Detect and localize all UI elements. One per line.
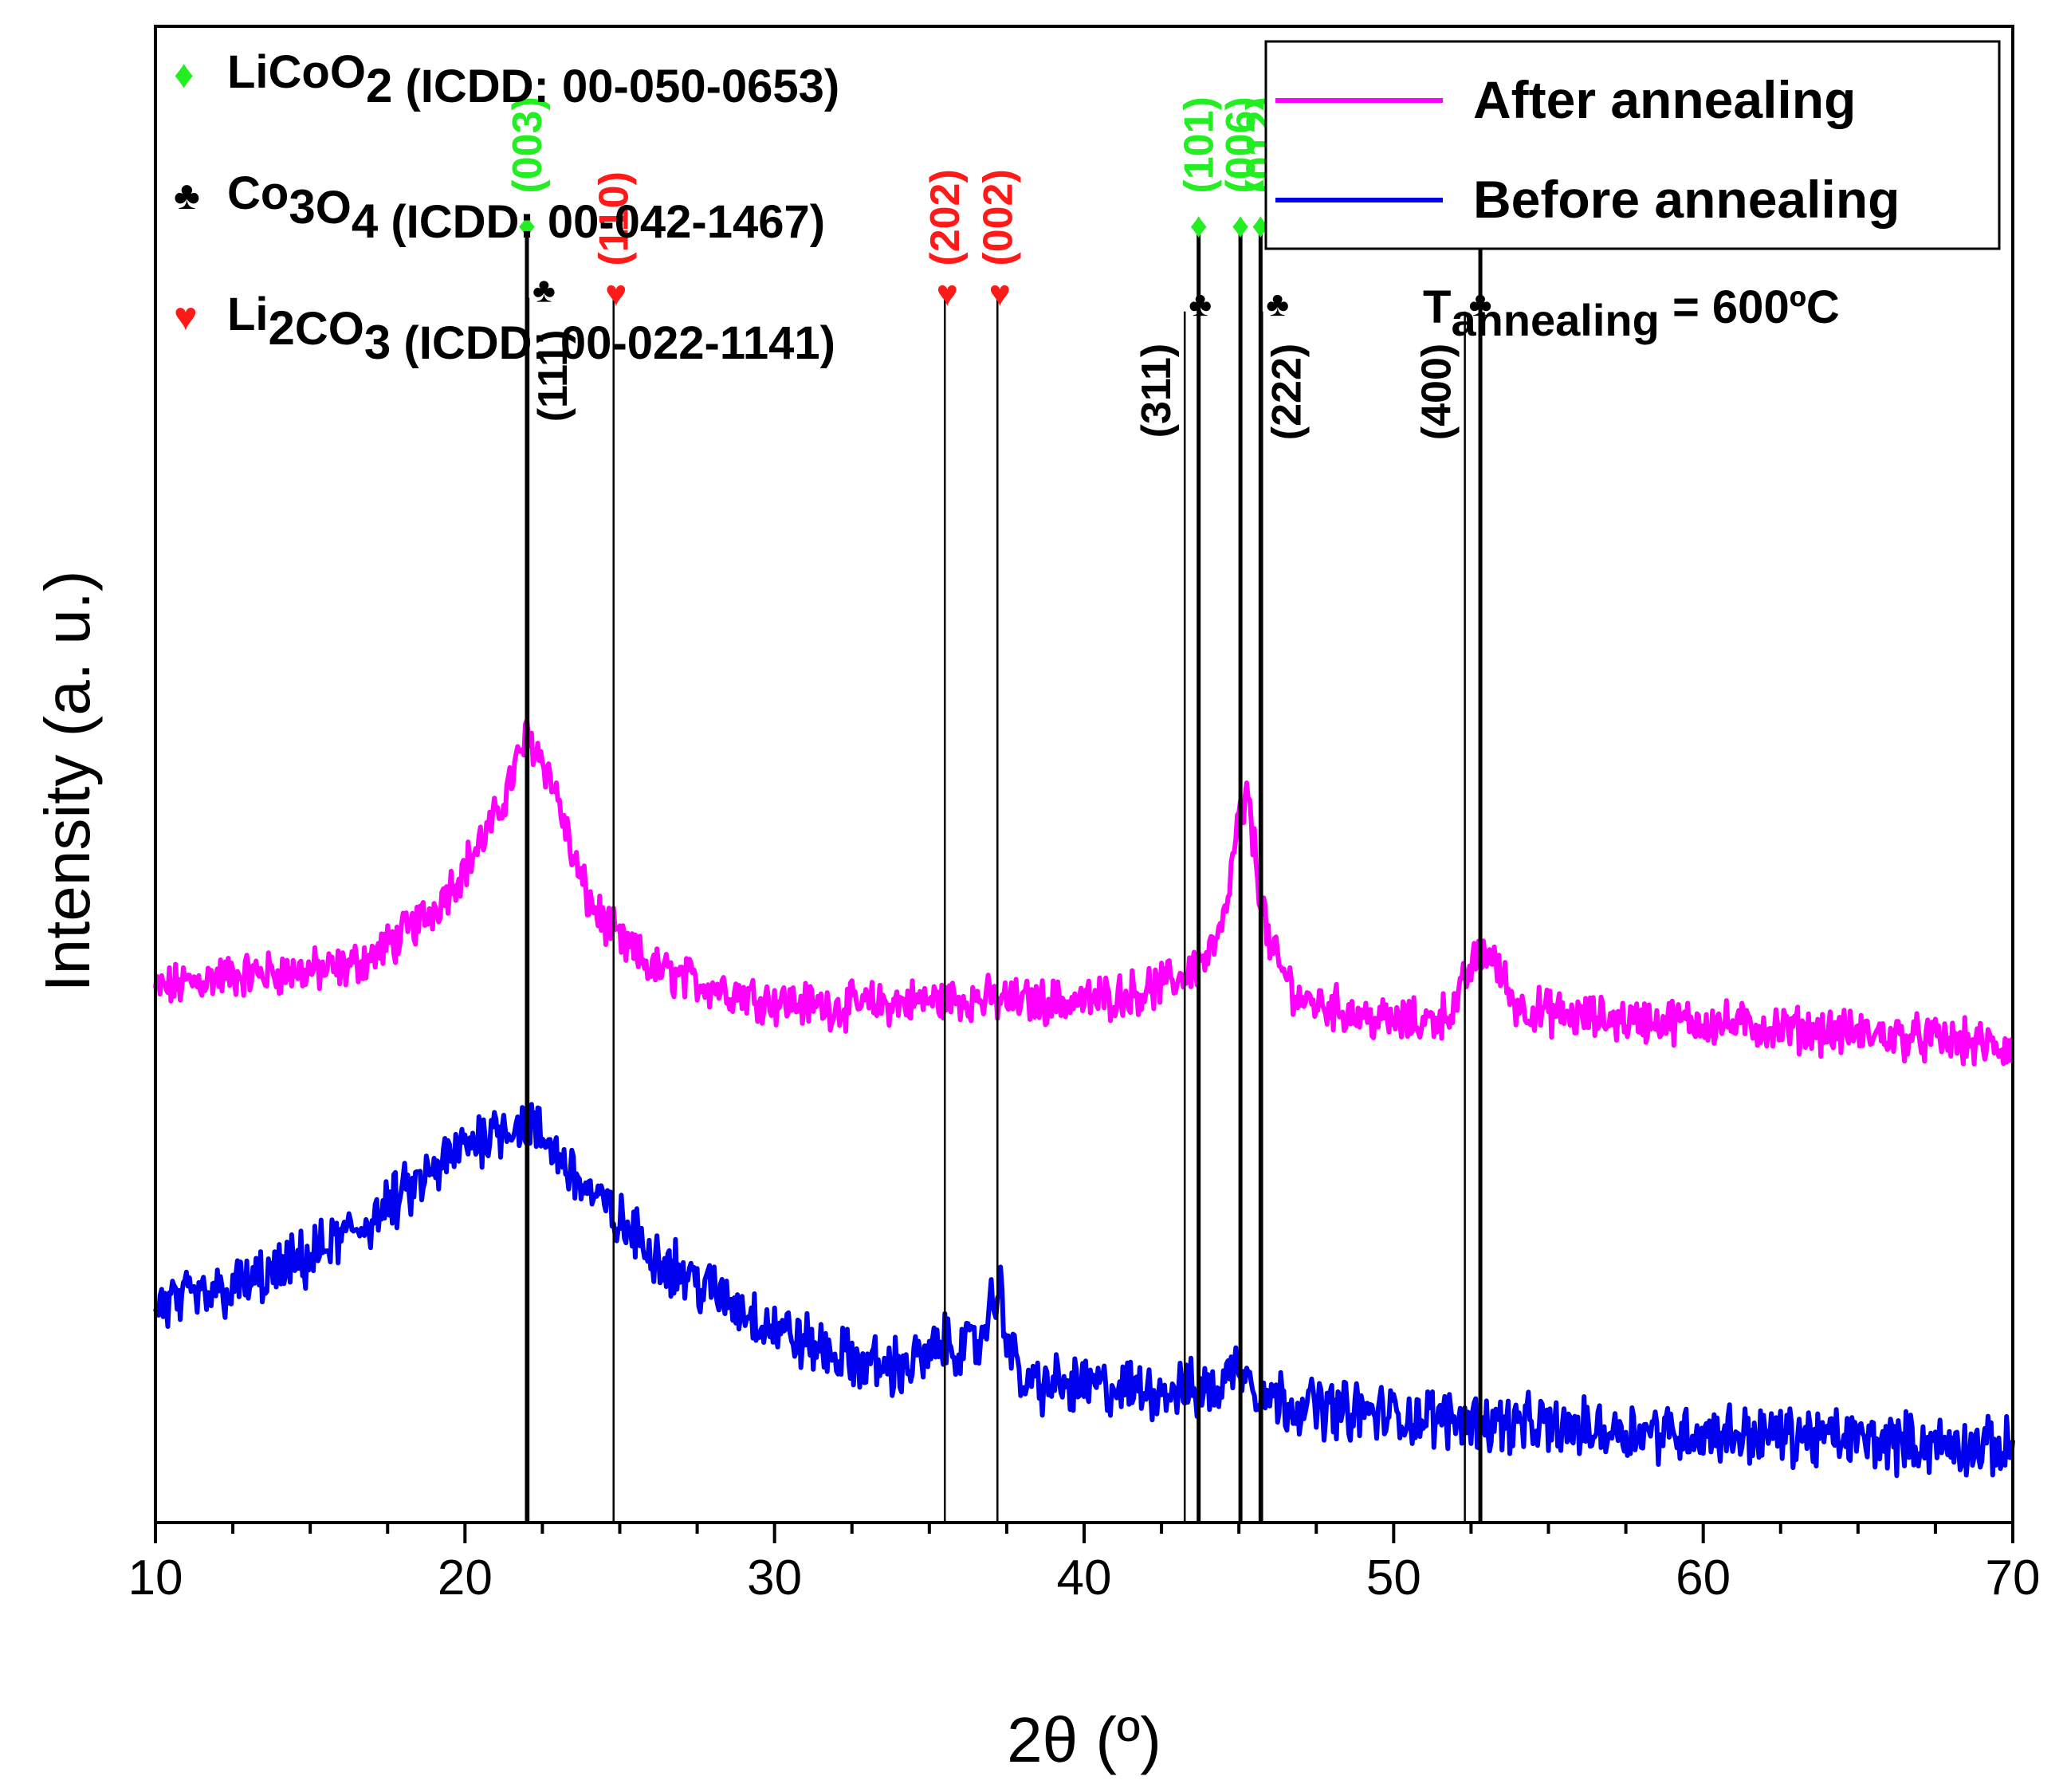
label-li2co3-002: (002)	[975, 169, 1021, 265]
phase-legend-symbol-0: ♦	[174, 52, 195, 96]
x-axis-label: 2θ (º)	[1007, 1704, 1161, 1775]
legend-label-1: Before annealing	[1473, 170, 1900, 229]
marker-li2co3-002: ♥	[989, 273, 1011, 314]
x-tick-label-40: 40	[1057, 1550, 1112, 1605]
marker-co3o4-222: ♣	[1266, 285, 1289, 324]
label-co3o4-400: (400)	[1414, 344, 1460, 440]
annotation-temperature: Tannealing = 600ºC	[1423, 281, 1840, 345]
x-tick-label-30: 30	[747, 1550, 802, 1605]
legend-label-0: After annealing	[1473, 70, 1856, 129]
label-li2co3-202: (202)	[922, 169, 969, 265]
phase-legend-label-1: Co3O4 (ICDD: 00-042-1467)	[227, 167, 825, 248]
phase-legend-symbol-1: ♣	[174, 173, 200, 218]
marker-co3o4-111: ♣	[532, 271, 556, 310]
marker-licoo2-006: ♦	[1232, 206, 1249, 246]
label-licoo2-003: (003)	[505, 96, 551, 193]
series-line-before-annealing	[153, 1102, 2015, 1479]
legend-box	[1264, 40, 2001, 250]
phase-legend-label-2: Li2CO3 (ICDD: 00-022-1141)	[227, 289, 835, 369]
y-axis-label: Intensity (a. u.)	[32, 570, 103, 992]
x-tick-label-50: 50	[1366, 1550, 1421, 1605]
plot-frame	[154, 25, 2014, 1524]
marker-licoo2-003: ♦	[518, 206, 536, 246]
x-tick-label-70: 70	[1986, 1550, 2041, 1605]
label-licoo2-006: (006)	[1218, 96, 1264, 193]
label-li2co3-110: (110)	[591, 171, 638, 266]
label-co3o4-111: (111)	[530, 330, 576, 422]
series-line-after-annealing	[153, 717, 2015, 1067]
phase-legend-symbol-2: ♥	[174, 294, 198, 339]
x-tick-label-20: 20	[438, 1550, 493, 1605]
label-licoo2-101: (101)	[1177, 96, 1223, 193]
marker-li2co3-110: ♥	[605, 273, 627, 314]
x-tick-label-10: 10	[128, 1550, 183, 1605]
marker-licoo2-101: ♦	[1189, 206, 1207, 246]
phase-legend-label-0: LiCoO2 (ICDD: 00-050-0653)	[227, 46, 839, 112]
x-tick-label-60: 60	[1676, 1550, 1731, 1605]
label-co3o4-311: (311)	[1134, 344, 1180, 438]
marker-li2co3-202: ♥	[937, 273, 958, 314]
label-co3o4-222: (222)	[1263, 344, 1310, 440]
